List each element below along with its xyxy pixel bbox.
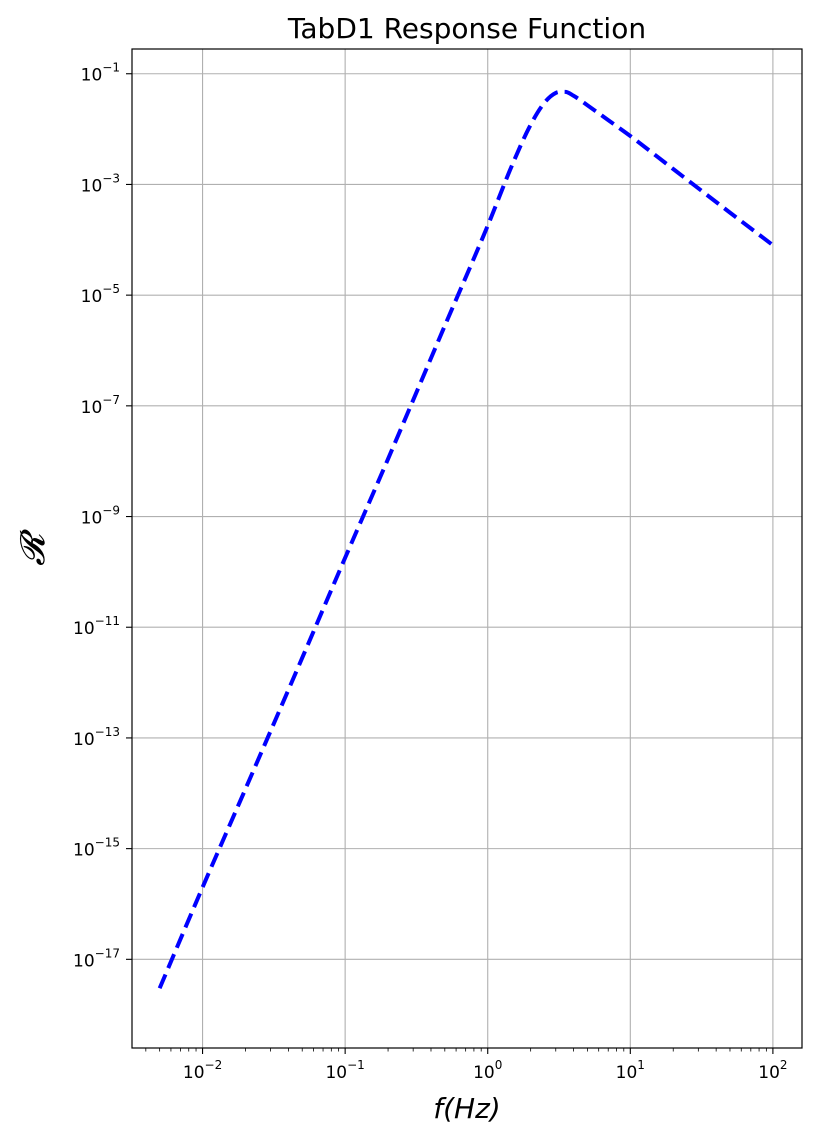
x-tick-label: 101 [616,1058,645,1083]
x-tick-label: 10−2 [183,1058,222,1083]
y-tick-label: 10−13 [73,725,120,750]
x-tick-label-exponent: 1 [637,1058,645,1072]
x-tick-label-base: 10 [473,1063,495,1083]
x-tick-label-exponent: 2 [780,1058,788,1072]
x-tick-label: 10−1 [325,1058,364,1083]
x-tick-label-exponent: −1 [347,1058,365,1072]
x-tick-label-exponent: −2 [205,1058,223,1072]
y-tick-label: 10−17 [73,946,120,971]
gridlines [132,49,802,1048]
y-tick-label: 10−3 [81,171,120,196]
y-tick-label-exponent: −9 [102,504,120,518]
y-tick-label-base: 10 [81,398,103,418]
y-tick-label-exponent: −1 [102,61,120,75]
response-series-line [157,89,775,990]
y-tick-label: 10−5 [81,282,120,307]
y-tick-label-base: 10 [73,841,95,861]
x-tick-label-base: 10 [183,1063,205,1083]
x-tick-label-base: 10 [325,1063,347,1083]
y-tick-label-base: 10 [81,176,103,196]
y-tick-label: 10−15 [73,836,120,861]
y-tick-label-base: 10 [81,66,103,86]
y-tick-label-exponent: −7 [102,393,120,407]
x-tick-labels: 10−2 10−1 100 101 102 [183,1058,788,1083]
axis-ticks [126,73,774,1054]
y-tick-label-exponent: −13 [95,725,120,739]
x-axis-label: f(Hz) [433,1092,500,1125]
y-tick-label-exponent: −11 [95,614,120,628]
y-tick-label-base: 10 [73,619,95,639]
y-tick-label-exponent: −15 [95,836,120,850]
x-tick-label-base: 10 [616,1063,638,1083]
x-tick-label-exponent: 0 [495,1058,503,1072]
y-tick-label-base: 10 [73,730,95,750]
y-tick-label: 10−7 [81,393,120,418]
y-tick-label: 10−11 [73,614,120,639]
y-tick-label-base: 10 [73,951,95,971]
x-tick-label: 100 [473,1058,502,1083]
plot-frame [131,48,803,1049]
y-tick-label: 10−9 [81,504,120,529]
y-axis-label: 𝓡 [13,528,53,566]
x-tick-label: 102 [758,1058,787,1083]
y-tick-label-exponent: −17 [95,946,120,960]
y-tick-label: 10−1 [81,61,120,86]
y-tick-label-base: 10 [81,287,103,307]
chart-title: TabD1 Response Function [287,12,646,45]
series-layer [157,89,775,990]
y-tick-label-base: 10 [81,509,103,529]
y-tick-label-exponent: −3 [102,171,120,185]
x-tick-label-base: 10 [758,1063,780,1083]
y-tick-label-exponent: −5 [102,282,120,296]
